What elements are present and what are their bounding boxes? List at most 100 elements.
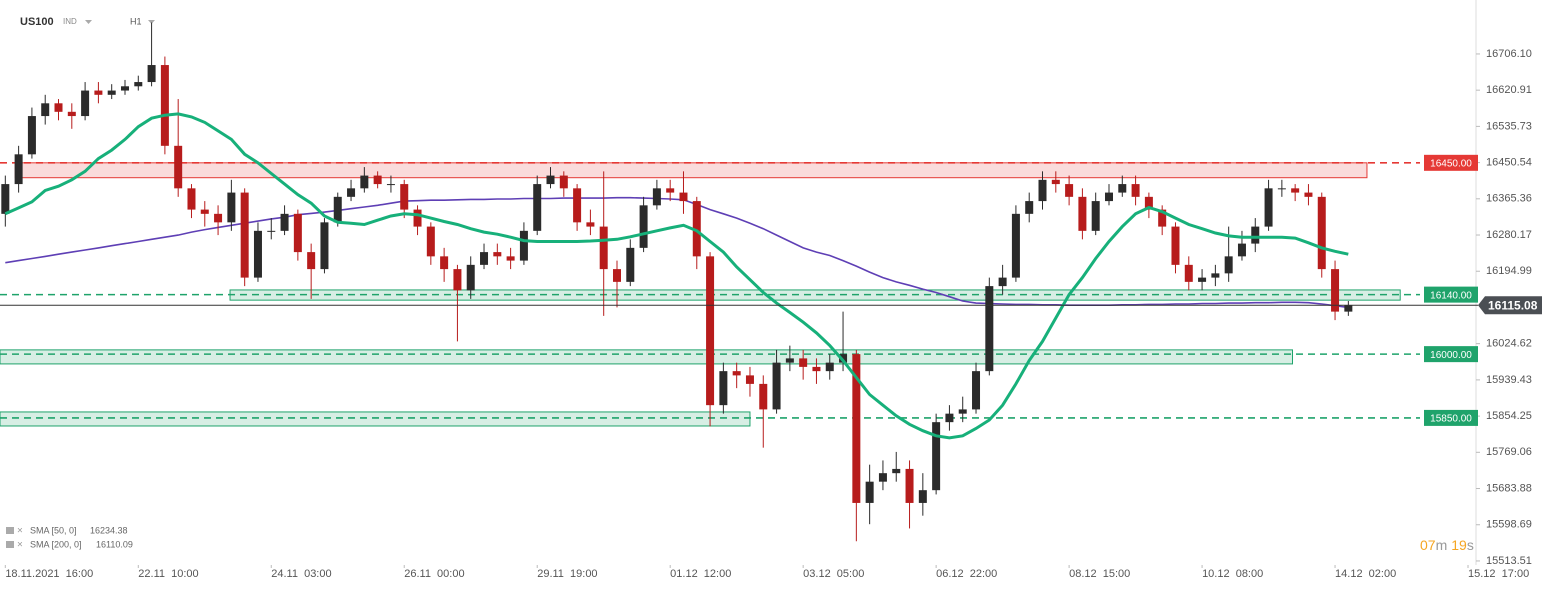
candle-body — [573, 188, 582, 223]
candle-body — [1304, 192, 1313, 197]
candle-body — [945, 413, 954, 423]
timer-minutes: 07 — [1420, 537, 1436, 553]
candle-body — [825, 362, 834, 372]
candle-body — [1198, 277, 1207, 282]
x-tick-label: 10.12 08:00 — [1202, 568, 1263, 580]
legend-icon — [6, 541, 14, 548]
timer: 07m 19s — [1420, 537, 1474, 553]
y-tick-label: 16450.54 — [1486, 157, 1532, 169]
candle-body — [559, 175, 568, 189]
candle-body — [719, 371, 728, 406]
candle-body — [214, 213, 223, 223]
candle-body — [1291, 188, 1300, 193]
candle-body — [626, 247, 635, 282]
candle-body — [679, 192, 688, 202]
candle-body — [27, 116, 36, 155]
legend-close[interactable]: × — [17, 526, 23, 537]
level-zone — [0, 411, 751, 427]
candle-body — [280, 213, 289, 231]
candle-body — [1, 184, 10, 214]
candle-body — [799, 358, 808, 367]
timer-unit: m — [1436, 537, 1448, 553]
candle-body — [453, 269, 462, 291]
candle-body — [1211, 273, 1220, 278]
candle-body — [1011, 213, 1020, 278]
candle-body — [1277, 188, 1286, 190]
y-tick-label: 16280.17 — [1486, 229, 1532, 241]
candle-body — [1184, 264, 1193, 282]
candle-body — [878, 473, 887, 482]
level-label: 16000.00 — [1430, 350, 1472, 361]
x-tick-label: 22.11 10:00 — [138, 568, 198, 580]
candle-body — [1331, 269, 1340, 312]
candle-body — [1051, 179, 1060, 185]
candle-body — [293, 213, 302, 253]
level-label-box — [1424, 286, 1478, 303]
legend-icon — [6, 527, 14, 534]
legend-close[interactable]: × — [17, 540, 23, 551]
candle-body — [546, 175, 555, 185]
instrument[interactable]: US100 — [20, 16, 54, 28]
candle-body — [639, 205, 648, 248]
candle-body — [918, 490, 927, 503]
candle-body — [493, 252, 502, 257]
candle-body — [333, 196, 342, 223]
level-label: 16140.00 — [1430, 290, 1472, 301]
y-tick-label: 16024.62 — [1486, 338, 1532, 350]
legend-value: 16234.38 — [90, 525, 128, 535]
level-label: 16450.00 — [1430, 158, 1472, 169]
candle-body — [1317, 196, 1326, 270]
candle-body — [1091, 201, 1100, 231]
candle-body — [1025, 201, 1034, 214]
y-tick-label: 15854.25 — [1486, 410, 1532, 422]
dropdown-arrow[interactable] — [148, 20, 155, 24]
last-price-label: 16115.08 — [1488, 298, 1538, 312]
candle-body — [533, 184, 542, 231]
candle-body — [426, 226, 435, 257]
level-label: 15850.00 — [1430, 414, 1472, 425]
candle-body — [1224, 256, 1233, 274]
timeframe[interactable]: H1 — [130, 16, 142, 26]
candle-body — [932, 422, 941, 491]
candle-body — [134, 82, 143, 87]
candle-body — [759, 383, 768, 410]
candle-body — [1344, 305, 1353, 312]
candle-body — [905, 468, 914, 503]
level-label-box — [1424, 154, 1478, 171]
candle-body — [320, 222, 329, 270]
candle-body — [227, 192, 236, 223]
candle-body — [519, 230, 528, 261]
candle-body — [812, 366, 821, 372]
y-tick-label: 16535.73 — [1486, 120, 1532, 132]
instrument-type[interactable]: IND — [63, 17, 77, 26]
candle-body — [1144, 196, 1153, 210]
x-tick-label: 29.11 19:00 — [537, 568, 597, 580]
candle-body — [360, 175, 369, 189]
candle-body — [666, 188, 675, 193]
candle-body — [386, 184, 395, 186]
candle-body — [852, 354, 861, 503]
candle-body — [200, 209, 209, 214]
legend-name: SMA [50, 0] — [30, 525, 77, 535]
x-tick-label: 14.12 02:00 — [1335, 568, 1396, 580]
candle-body — [373, 175, 382, 185]
candle-body — [958, 409, 967, 414]
candle-body — [1118, 184, 1127, 193]
candle-body — [480, 252, 489, 265]
y-tick-label: 15769.06 — [1486, 446, 1532, 458]
candle-body — [745, 375, 754, 384]
candle-body — [985, 286, 994, 372]
timer-seconds: 19 — [1451, 537, 1467, 553]
timer-unit: s — [1467, 537, 1474, 553]
x-tick-label: 18.11.2021 16:00 — [5, 568, 93, 580]
candle-body — [267, 230, 276, 232]
level-zone — [0, 349, 1293, 365]
candle-body — [612, 269, 621, 282]
candle-body — [972, 371, 981, 410]
candle-body — [41, 103, 50, 117]
candle-body — [307, 252, 316, 270]
candle-body — [160, 65, 169, 146]
candle-body — [253, 230, 262, 278]
legend-name: SMA [200, 0] — [30, 539, 82, 549]
dropdown-arrow[interactable] — [85, 20, 92, 24]
